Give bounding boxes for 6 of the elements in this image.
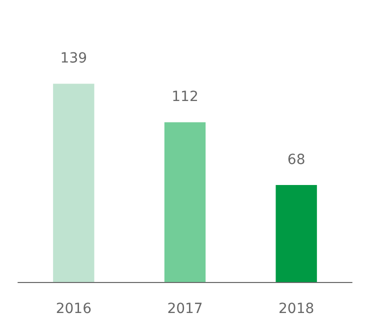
data-label: 139 bbox=[60, 50, 88, 67]
x-tick-label: 2017 bbox=[167, 301, 203, 317]
data-label: 112 bbox=[172, 89, 198, 106]
data-label: 68 bbox=[287, 152, 306, 168]
x-tick-label: 2016 bbox=[56, 301, 92, 317]
x-tick-label: 2018 bbox=[278, 301, 314, 317]
